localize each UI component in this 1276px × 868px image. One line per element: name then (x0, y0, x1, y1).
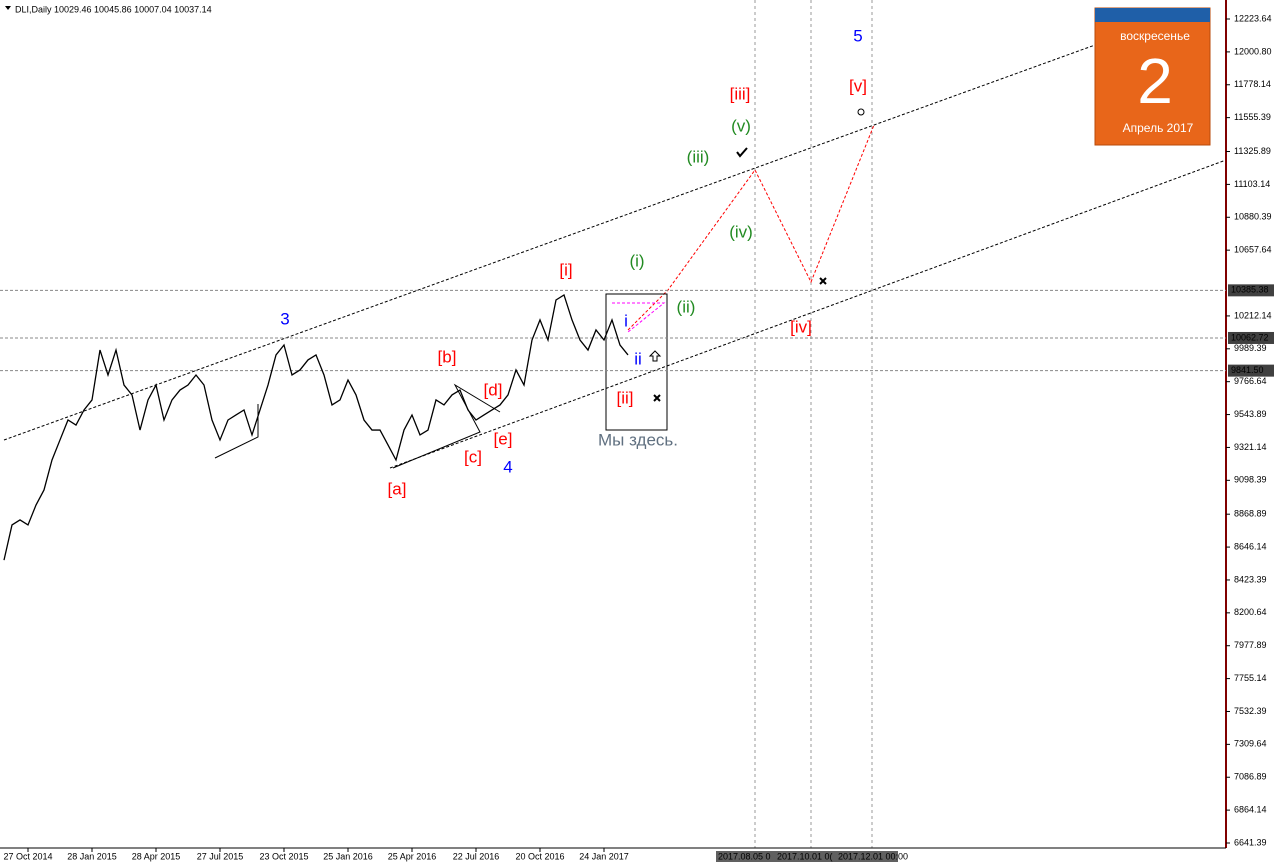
wave-label: [v] (849, 76, 867, 95)
wave-label: (ii) (677, 297, 696, 316)
y-tick-label: 10880.39 (1234, 212, 1272, 222)
wave-label: [b] (438, 347, 457, 366)
cross-icon (653, 394, 661, 402)
y-tick-label: 8868.89 (1234, 509, 1267, 519)
wave-label: ii (634, 349, 642, 368)
x-tick-label: 28 Jan 2015 (67, 851, 117, 861)
wave-label: (i) (629, 251, 644, 270)
future-label: 2017.08.05 0 (718, 851, 771, 861)
level-box (1228, 331, 1274, 344)
wave-label: [e] (494, 429, 513, 448)
y-tick-label: 7309.64 (1234, 739, 1267, 749)
y-tick-label: 7086.89 (1234, 772, 1267, 782)
y-tick-label: 10212.14 (1234, 310, 1272, 320)
future-label: 2017.12.01 00:00 (838, 851, 908, 861)
y-tick-label: 7755.14 (1234, 673, 1267, 683)
y-tick-label: 12223.64 (1234, 13, 1272, 23)
y-tick-label: 8200.64 (1234, 607, 1267, 617)
projection (612, 302, 666, 333)
wave-label: [a] (388, 479, 407, 498)
future-label-box (716, 851, 778, 862)
y-tick-label: 8423.39 (1234, 574, 1267, 584)
wave-label: i (624, 311, 628, 330)
chart-title: DLI,Daily 10029.46 10045.86 10007.04 100… (15, 4, 212, 14)
x-tick-label: 27 Oct 2014 (3, 851, 52, 861)
check-icon (736, 147, 748, 158)
arrow-icon (648, 350, 662, 362)
y-tick-label: 11555.39 (1234, 112, 1271, 122)
future-label-box (775, 851, 837, 862)
x-tick-label: 20 Oct 2016 (515, 851, 564, 861)
y-tick-label: 9766.64 (1234, 376, 1267, 386)
y-tick-label: 8646.14 (1234, 541, 1267, 551)
y-tick-label: 9098.39 (1234, 475, 1267, 485)
calendar-binding (1095, 8, 1210, 22)
price-line (3, 293, 629, 561)
x-tick-label: 23 Oct 2015 (259, 851, 308, 861)
level-label: 10062.72 (1231, 332, 1269, 342)
wave-label: (iv) (729, 222, 753, 241)
wave-label: [c] (464, 447, 482, 466)
y-tick-label: 11325.89 (1234, 146, 1271, 156)
menu-icon (5, 6, 11, 10)
y-tick-label: 12000.80 (1234, 46, 1272, 56)
future-label-box (836, 851, 898, 862)
y-tick-label: 7977.89 (1234, 640, 1267, 650)
calendar: воскресенье 2 Апрель 2017 (1094, 7, 1211, 146)
wave-label: [iv] (790, 317, 812, 336)
x-tick-label: 28 Apr 2015 (132, 851, 181, 861)
channel-line (389, 159, 1227, 469)
wave-label: 5 (853, 26, 862, 45)
x-tick-label: 25 Apr 2016 (388, 851, 437, 861)
y-tick-label: 6864.14 (1234, 804, 1267, 814)
level-box (1228, 364, 1274, 377)
y-tick-label: 6641.39 (1234, 837, 1267, 847)
point-icon (857, 108, 865, 116)
level-label: 10385.38 (1231, 285, 1269, 295)
x-tick-label: 25 Jan 2016 (323, 851, 373, 861)
wave-label: [i] (559, 260, 572, 279)
cross-icon (819, 277, 827, 285)
wave-label: [iii] (730, 84, 751, 103)
wave-label: [d] (484, 380, 503, 399)
focus-box (605, 293, 668, 431)
y-tick-label: 9321.14 (1234, 442, 1267, 452)
y-tick-label: 9989.39 (1234, 343, 1267, 353)
wave-label: (v) (731, 116, 751, 135)
wave-label: 3 (280, 309, 289, 328)
calendar-bg (1094, 7, 1211, 146)
calendar-weekday: воскресенье (1120, 29, 1190, 43)
x-tick-label: 27 Jul 2015 (197, 851, 244, 861)
y-tick-label: 10657.64 (1234, 245, 1272, 255)
y-tick-label: 9543.89 (1234, 409, 1267, 419)
x-tick-label: 24 Jan 2017 (579, 851, 629, 861)
y-tick-label: 11778.14 (1234, 79, 1271, 89)
x-tick-label: 22 Jul 2016 (453, 851, 500, 861)
calendar-day: 2 (1137, 45, 1173, 117)
calendar-month: Апрель 2017 (1123, 121, 1194, 135)
level-box (1228, 284, 1274, 297)
level-label: 9841.50 (1231, 365, 1264, 375)
wave-label: (iii) (687, 147, 710, 166)
y-tick-label: 7532.39 (1234, 706, 1267, 716)
future-label: 2017.10.01 0( (777, 851, 833, 861)
wave-label: Мы здесь. (598, 430, 678, 449)
y-tick-label: 11103.14 (1234, 179, 1270, 189)
wave-label: [ii] (617, 388, 634, 407)
wave-label: 4 (503, 457, 512, 476)
channel-line (3, 44, 1096, 441)
